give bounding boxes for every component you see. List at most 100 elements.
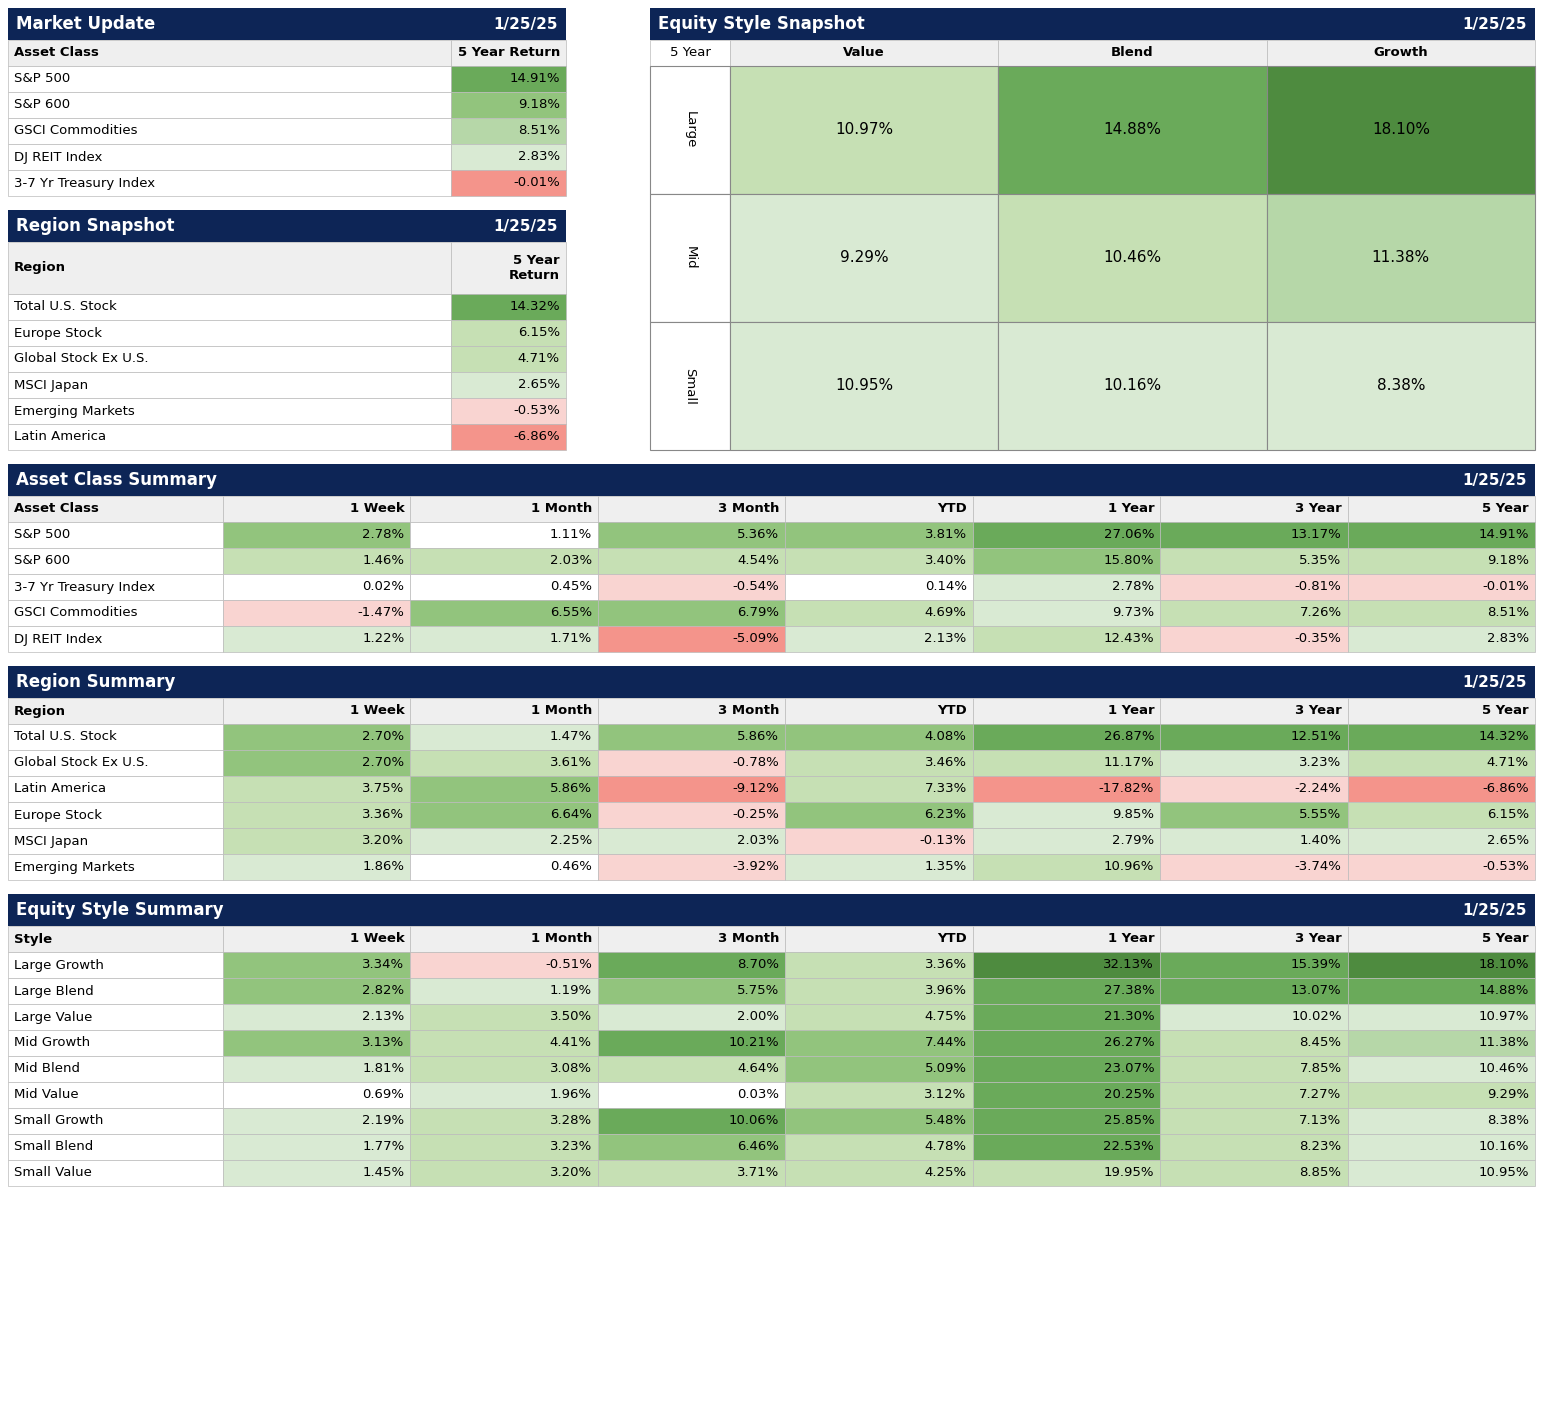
Text: Large Value: Large Value	[14, 1010, 93, 1023]
Text: 1.45%: 1.45%	[363, 1167, 404, 1180]
Text: 3 Month: 3 Month	[717, 502, 779, 515]
Text: 7.27%: 7.27%	[1299, 1088, 1341, 1102]
Text: Small Blend: Small Blend	[14, 1140, 93, 1154]
Bar	[224, 1134, 410, 1160]
Text: 27.06%: 27.06%	[1103, 529, 1154, 542]
Bar	[1160, 1108, 1347, 1134]
Text: MSCI Japan: MSCI Japan	[14, 378, 88, 391]
Bar	[8, 547, 224, 574]
Text: Total U.S. Stock: Total U.S. Stock	[14, 301, 117, 313]
Text: 1.40%: 1.40%	[1299, 834, 1341, 848]
Bar	[998, 322, 1267, 450]
Text: 6.15%: 6.15%	[1487, 809, 1529, 821]
Text: 10.95%: 10.95%	[1478, 1167, 1529, 1180]
Text: Small Growth: Small Growth	[14, 1115, 103, 1127]
Bar	[1160, 547, 1347, 574]
Bar	[785, 751, 972, 776]
Bar	[8, 40, 451, 66]
Bar	[1160, 1030, 1347, 1055]
Text: Value: Value	[844, 47, 886, 59]
Bar	[1160, 698, 1347, 724]
Bar	[451, 293, 566, 320]
Text: 5 Year: 5 Year	[1483, 704, 1529, 718]
Text: 10.97%: 10.97%	[1478, 1010, 1529, 1023]
Text: 5.86%: 5.86%	[738, 731, 779, 744]
Bar	[410, 547, 597, 574]
Text: 5.48%: 5.48%	[924, 1115, 967, 1127]
Bar	[597, 776, 785, 801]
Bar	[1347, 626, 1535, 652]
Text: 2.82%: 2.82%	[363, 985, 404, 998]
Bar	[1347, 547, 1535, 574]
Text: 0.02%: 0.02%	[363, 580, 404, 594]
Text: 1/25/25: 1/25/25	[494, 17, 559, 31]
Bar	[597, 952, 785, 978]
Text: 1.96%: 1.96%	[549, 1088, 593, 1102]
Text: Global Stock Ex U.S.: Global Stock Ex U.S.	[14, 756, 148, 769]
Text: Europe Stock: Europe Stock	[14, 326, 102, 340]
Bar	[1160, 926, 1347, 952]
Text: S&P 600: S&P 600	[14, 555, 69, 567]
Text: 5.75%: 5.75%	[738, 985, 779, 998]
Bar	[597, 854, 785, 880]
Text: 3.71%: 3.71%	[738, 1167, 779, 1180]
Bar	[410, 751, 597, 776]
Bar	[972, 698, 1160, 724]
Text: 2.19%: 2.19%	[363, 1115, 404, 1127]
Text: 22.53%: 22.53%	[1103, 1140, 1154, 1154]
Bar	[224, 1082, 410, 1108]
Bar	[1347, 1160, 1535, 1187]
Bar	[8, 144, 451, 169]
Text: 1.19%: 1.19%	[549, 985, 593, 998]
Text: 3.96%: 3.96%	[924, 985, 967, 998]
Bar	[224, 978, 410, 1005]
Bar	[597, 547, 785, 574]
Text: -0.13%: -0.13%	[920, 834, 967, 848]
Bar	[1160, 1055, 1347, 1082]
Text: 7.85%: 7.85%	[1299, 1062, 1341, 1075]
Bar	[8, 751, 224, 776]
Text: 5.36%: 5.36%	[738, 529, 779, 542]
Text: Emerging Markets: Emerging Markets	[14, 405, 134, 418]
Bar	[8, 574, 224, 600]
Bar	[8, 398, 451, 423]
Bar	[8, 66, 451, 92]
Text: 3-7 Yr Treasury Index: 3-7 Yr Treasury Index	[14, 580, 156, 594]
Bar	[224, 801, 410, 828]
Bar	[410, 828, 597, 854]
Text: Market Update: Market Update	[15, 16, 156, 32]
Text: 7.44%: 7.44%	[924, 1037, 967, 1050]
Text: 7.26%: 7.26%	[1299, 607, 1341, 619]
Bar	[1347, 1134, 1535, 1160]
Bar	[451, 243, 566, 293]
Text: Latin America: Latin America	[14, 783, 106, 796]
Bar	[972, 828, 1160, 854]
Text: 19.95%: 19.95%	[1103, 1167, 1154, 1180]
Bar	[8, 169, 451, 196]
Bar	[785, 801, 972, 828]
Text: Emerging Markets: Emerging Markets	[14, 861, 134, 873]
Text: -3.92%: -3.92%	[733, 861, 779, 873]
Text: 32.13%: 32.13%	[1103, 958, 1154, 972]
Text: 3.46%: 3.46%	[924, 756, 967, 769]
Text: 6.23%: 6.23%	[924, 809, 967, 821]
Text: S&P 500: S&P 500	[14, 72, 71, 86]
Text: 2.00%: 2.00%	[738, 1010, 779, 1023]
Bar	[224, 547, 410, 574]
Bar	[8, 926, 224, 952]
Text: 1 Month: 1 Month	[531, 502, 593, 515]
Text: -3.74%: -3.74%	[1295, 861, 1341, 873]
Bar	[597, 1055, 785, 1082]
Bar	[224, 1005, 410, 1030]
Text: -0.53%: -0.53%	[1483, 861, 1529, 873]
Text: Small: Small	[684, 367, 696, 405]
Text: 2.70%: 2.70%	[363, 756, 404, 769]
Text: MSCI Japan: MSCI Japan	[14, 834, 88, 848]
Bar	[410, 1134, 597, 1160]
Text: 15.80%: 15.80%	[1103, 555, 1154, 567]
Text: Region: Region	[14, 261, 66, 275]
Text: 27.38%: 27.38%	[1103, 985, 1154, 998]
Text: 1/25/25: 1/25/25	[1463, 903, 1528, 917]
Bar	[972, 801, 1160, 828]
Bar	[785, 1160, 972, 1187]
